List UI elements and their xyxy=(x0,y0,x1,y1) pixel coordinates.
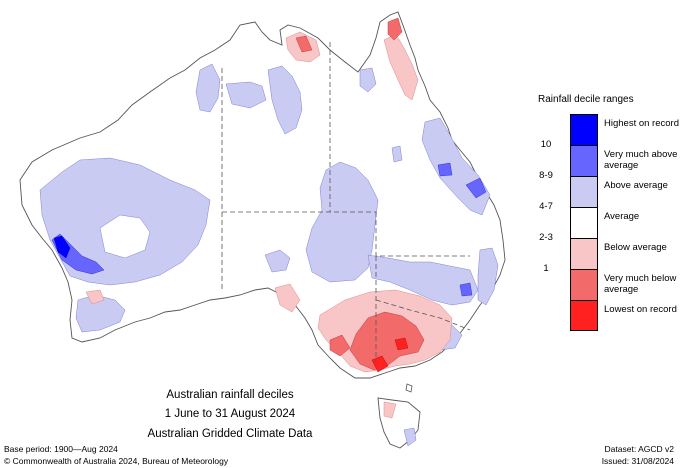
mainland-outline xyxy=(19,11,506,379)
arnhem-above-average xyxy=(267,65,303,135)
base-period: Base period: 1900—Aug 2024 xyxy=(4,444,118,454)
nsw-inland-very-much-above xyxy=(459,282,473,297)
legend-swatch xyxy=(570,269,598,300)
legend-swatch xyxy=(570,238,598,269)
wa-south-below-average xyxy=(85,289,105,305)
legend-decile-range: 8-9 xyxy=(539,170,553,181)
qld-inland-above-average xyxy=(391,145,403,163)
legend-decile-range: 10 xyxy=(540,139,552,150)
map-title: Australian rainfall deciles xyxy=(166,389,294,401)
above-average-regions xyxy=(39,63,499,447)
map-dataset-caption: Australian Gridded Climate Data xyxy=(147,428,313,440)
legend-decile-range: 2-3 xyxy=(539,232,553,243)
bass-strait-island xyxy=(405,383,413,393)
qld-small-very-much-above xyxy=(437,162,453,177)
cape-york-below-average xyxy=(383,33,419,101)
legend-decile-range: 1 xyxy=(543,263,549,274)
legend-label: Above average xyxy=(604,180,668,191)
map-period: 1 June to 31 August 2024 xyxy=(164,408,296,420)
legend-swatch xyxy=(570,145,598,176)
sa-gulf-below-average xyxy=(274,283,301,313)
vic-lowest-on-record-2 xyxy=(394,337,409,351)
kimberley-above-average xyxy=(195,63,221,113)
very-much-below-average-regions xyxy=(295,17,425,371)
gulf-very-much-below xyxy=(295,35,313,53)
cape-york-very-much-below xyxy=(387,17,403,41)
wa-average-hole xyxy=(99,214,151,259)
wa-highest-on-record xyxy=(53,235,71,259)
central-above-average xyxy=(305,161,379,283)
copyright: © Commonwealth of Australia 2024, Bureau… xyxy=(4,456,229,466)
desert-blob-above-average xyxy=(264,249,291,273)
legend-swatch xyxy=(570,207,598,238)
legend-label: Lowest on record xyxy=(604,304,677,315)
tas-above-average xyxy=(403,427,417,447)
legend-label: Average xyxy=(604,211,640,222)
top-end-above-average xyxy=(225,81,267,109)
cape-york-above-average xyxy=(359,67,377,93)
dataset-label: Dataset: AGCD v2 xyxy=(604,444,674,454)
tas-below-average xyxy=(383,401,397,419)
legend-decile-range: 4-7 xyxy=(539,201,553,212)
legend-swatch xyxy=(570,176,598,207)
vic-very-much-below xyxy=(349,311,425,371)
sa-very-much-below xyxy=(329,334,351,357)
qld-coast-very-much-above xyxy=(465,177,487,199)
legend-swatch xyxy=(570,300,598,331)
legend-label: Below average xyxy=(604,242,667,253)
central-east-above-average xyxy=(367,254,479,306)
nsw-coast-above-average xyxy=(477,247,499,306)
issued-date: Issued: 31/08/2024 xyxy=(601,456,674,466)
legend-label: Very much above average xyxy=(604,149,678,171)
legend-label: Very much below average xyxy=(604,273,677,295)
legend-label: Highest on record xyxy=(604,118,679,129)
state-borders xyxy=(221,42,471,362)
legend-title: Rainfall decile ranges xyxy=(538,94,634,105)
vic-nsw-border xyxy=(375,299,471,331)
legend-swatch xyxy=(570,114,598,145)
